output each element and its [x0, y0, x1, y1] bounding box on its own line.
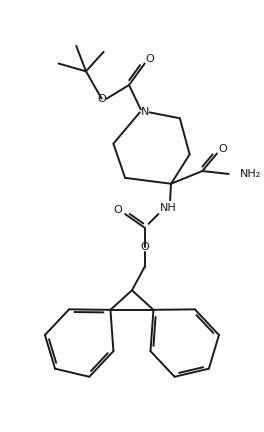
Text: O: O	[140, 242, 149, 252]
Text: NH: NH	[160, 203, 177, 213]
Text: O: O	[97, 94, 106, 104]
Text: N: N	[140, 108, 149, 118]
Text: O: O	[113, 205, 122, 215]
Text: O: O	[145, 54, 154, 64]
Text: NH₂: NH₂	[239, 169, 261, 179]
Text: O: O	[219, 143, 227, 153]
